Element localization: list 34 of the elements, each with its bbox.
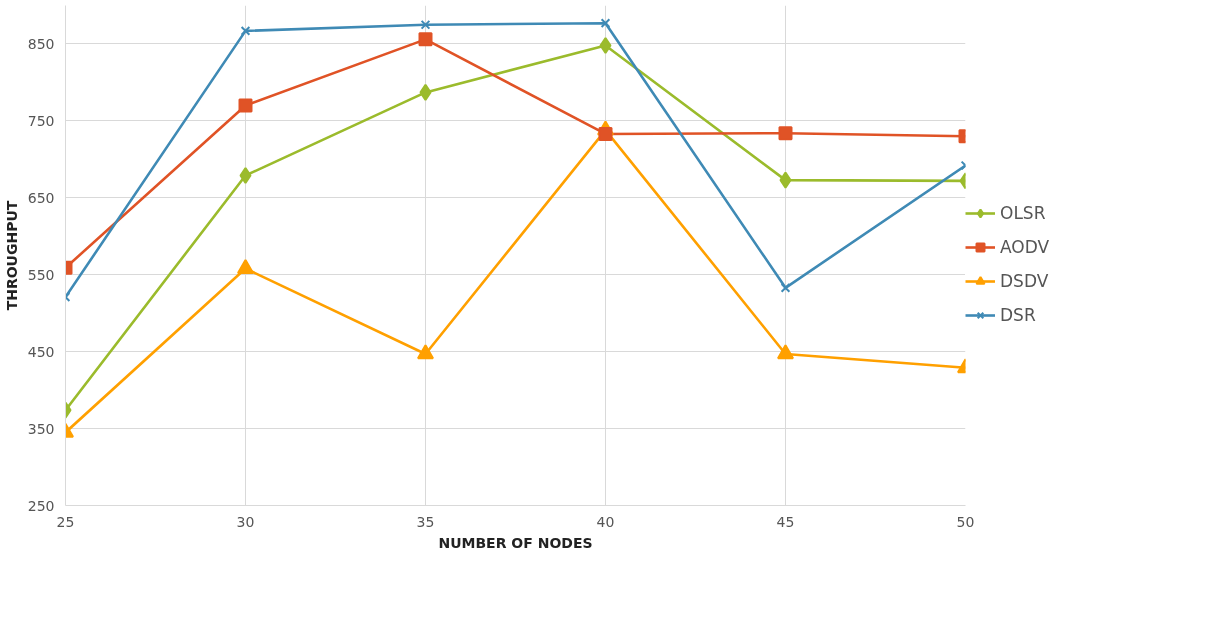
point [777, 344, 794, 360]
y-tick-label: 550 [27, 266, 55, 283]
x-tick-label: 25 [56, 513, 75, 530]
x-tick-label: 40 [596, 513, 615, 530]
x-tick-label: 45 [776, 513, 795, 530]
y-tick-label: 350 [27, 420, 55, 437]
point [778, 126, 793, 141]
y-tick-label: 250 [27, 497, 55, 514]
legend-label: AODV [1000, 237, 1050, 257]
point [420, 19, 431, 30]
point [598, 126, 613, 141]
x-tick-label: 50 [956, 513, 975, 530]
legend-label: OLSR [1000, 203, 1046, 223]
point [599, 37, 612, 54]
x-tick-label: 35 [416, 513, 435, 530]
y-tick-label: 750 [27, 112, 55, 129]
point [419, 83, 432, 101]
point [779, 171, 792, 189]
point [418, 32, 433, 47]
point [238, 98, 253, 113]
point [239, 167, 252, 184]
x-axis-title: NUMBER OF NODES [438, 534, 593, 551]
x-tick-label: 30 [236, 513, 255, 530]
point [600, 18, 611, 29]
point [240, 26, 251, 36]
point [237, 258, 254, 274]
y-axis-title: THROUGHPUT [3, 200, 20, 311]
point [417, 344, 434, 360]
legend-label: DSR [1000, 305, 1036, 325]
point [780, 282, 791, 293]
y-tick-label: 650 [27, 189, 55, 206]
y-tick-label: 450 [27, 343, 55, 360]
y-tick-label: 850 [27, 35, 55, 52]
legend-label: DSDV [1000, 271, 1049, 291]
